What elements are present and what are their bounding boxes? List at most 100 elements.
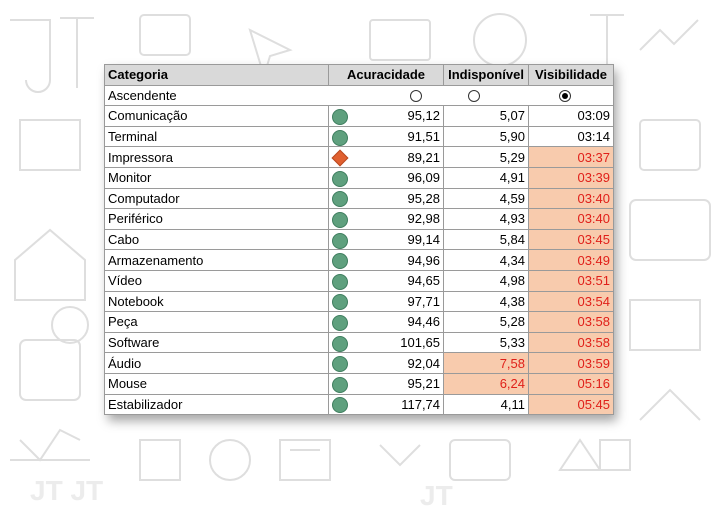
table-row: Terminal 91,51 5,90 03:14 bbox=[104, 125, 615, 148]
cell-visibility: 03:51 bbox=[528, 269, 615, 292]
sort-cell-1 bbox=[350, 85, 444, 107]
cell-visibility: 03:54 bbox=[528, 290, 615, 313]
table-row: Áudio 92,04 7,58 03:59 bbox=[104, 352, 615, 374]
cell-accuracy: 101,65 bbox=[350, 331, 445, 354]
table-body: Comunicação 95,12 5,07 03:09 Terminal 91,51 5,… bbox=[104, 105, 615, 416]
cell-unavailable: 4,59 bbox=[443, 187, 530, 210]
cell-category: Comunicação bbox=[104, 105, 329, 127]
cell-indicator bbox=[328, 352, 351, 374]
sort-row: Ascendente bbox=[104, 85, 615, 107]
cell-accuracy: 96,09 bbox=[350, 166, 445, 189]
ok-circle-icon bbox=[331, 232, 348, 249]
sort-cell-2 bbox=[443, 85, 529, 107]
cell-unavailable: 4,93 bbox=[443, 208, 530, 230]
ok-circle-icon bbox=[331, 294, 348, 311]
ok-circle-icon bbox=[331, 356, 348, 373]
table-row: Comunicação 95,12 5,07 03:09 bbox=[104, 105, 615, 127]
cell-category: Estabilizador bbox=[104, 393, 329, 416]
cell-accuracy: 99,14 bbox=[350, 228, 445, 251]
cell-category: Notebook bbox=[104, 290, 329, 313]
cell-accuracy: 92,98 bbox=[350, 208, 445, 230]
table-row: Monitor 96,09 4,91 03:39 bbox=[104, 166, 615, 189]
ok-circle-icon bbox=[331, 170, 348, 187]
cell-indicator bbox=[328, 228, 351, 251]
header-visibility: Visibilidade bbox=[528, 64, 615, 86]
cell-indicator bbox=[328, 105, 351, 127]
cell-category: Áudio bbox=[104, 352, 329, 374]
cell-unavailable: 4,98 bbox=[443, 269, 530, 292]
header-category: Categoria bbox=[104, 64, 329, 86]
cell-category: Vídeo bbox=[104, 269, 329, 292]
cell-category: Peça bbox=[104, 311, 329, 333]
cell-visibility: 03:58 bbox=[528, 331, 615, 354]
cell-accuracy: 89,21 bbox=[350, 146, 445, 168]
cell-indicator bbox=[328, 331, 351, 354]
cell-accuracy: 97,71 bbox=[350, 290, 445, 313]
cell-visibility: 03:59 bbox=[528, 352, 615, 374]
cell-indicator bbox=[328, 311, 351, 333]
sort-radio-visibility[interactable] bbox=[558, 90, 571, 103]
cell-unavailable: 5,28 bbox=[443, 311, 530, 333]
cell-category: Computador bbox=[104, 187, 329, 210]
cell-accuracy: 95,12 bbox=[350, 105, 445, 127]
ok-circle-icon bbox=[331, 109, 348, 126]
table-row: Impressora 89,21 5,29 03:37 bbox=[104, 146, 615, 168]
cell-visibility: 03:14 bbox=[528, 125, 615, 148]
table-row: Vídeo 94,65 4,98 03:51 bbox=[104, 269, 615, 292]
cell-unavailable: 5,33 bbox=[443, 331, 530, 354]
ok-circle-icon bbox=[331, 314, 348, 331]
table-row: Periférico 92,98 4,93 03:40 bbox=[104, 208, 615, 230]
cell-category: Software bbox=[104, 331, 329, 354]
cell-accuracy: 95,21 bbox=[350, 372, 445, 395]
ok-circle-icon bbox=[331, 273, 348, 290]
table-row: Mouse 95,21 6,24 05:16 bbox=[104, 372, 615, 395]
table-row: Armazenamento 94,96 4,34 03:49 bbox=[104, 249, 615, 271]
ok-circle-icon bbox=[331, 212, 348, 229]
cell-visibility: 03:40 bbox=[528, 208, 615, 230]
cell-visibility: 03:45 bbox=[528, 228, 615, 251]
table-row: Estabilizador 117,74 4,11 05:45 bbox=[104, 393, 615, 416]
svg-text:JT: JT bbox=[420, 480, 453, 511]
table-row: Computador 95,28 4,59 03:40 bbox=[104, 187, 615, 210]
cell-unavailable: 4,34 bbox=[443, 249, 530, 271]
cell-indicator bbox=[328, 393, 351, 416]
ok-circle-icon bbox=[331, 397, 348, 414]
table-row: Cabo 99,14 5,84 03:45 bbox=[104, 228, 615, 251]
ok-circle-icon bbox=[331, 253, 348, 270]
cell-visibility: 03:09 bbox=[528, 105, 615, 127]
cell-unavailable: 5,84 bbox=[443, 228, 530, 251]
header-unavailable: Indisponível bbox=[443, 64, 530, 86]
cell-indicator bbox=[328, 290, 351, 313]
cell-accuracy: 95,28 bbox=[350, 187, 445, 210]
cell-category: Terminal bbox=[104, 125, 329, 148]
data-table-container: Ascendente Categoria Acuracidade Indispo… bbox=[104, 64, 615, 416]
cell-category: Armazenamento bbox=[104, 249, 329, 271]
ranking-table: Ascendente Categoria Acuracidade Indispo… bbox=[104, 64, 615, 416]
cell-category: Periférico bbox=[104, 208, 329, 230]
ok-circle-icon bbox=[331, 129, 348, 146]
table-row: Notebook 97,71 4,38 03:54 bbox=[104, 290, 615, 313]
cell-indicator bbox=[328, 372, 351, 395]
cell-visibility: 03:58 bbox=[528, 311, 615, 333]
cell-category: Mouse bbox=[104, 372, 329, 395]
cell-unavailable: 7,58 bbox=[443, 352, 530, 374]
cell-category: Monitor bbox=[104, 166, 329, 189]
cell-indicator bbox=[328, 146, 351, 168]
cell-indicator bbox=[328, 166, 351, 189]
cell-visibility: 03:39 bbox=[528, 166, 615, 189]
cell-accuracy: 91,51 bbox=[350, 125, 445, 148]
cell-unavailable: 5,29 bbox=[443, 146, 530, 168]
cell-accuracy: 94,46 bbox=[350, 311, 445, 333]
warning-diamond-icon bbox=[331, 149, 349, 167]
cell-visibility: 03:40 bbox=[528, 187, 615, 210]
cell-visibility: 03:49 bbox=[528, 249, 615, 271]
cell-unavailable: 6,24 bbox=[443, 372, 530, 395]
sort-radio-accuracy[interactable] bbox=[409, 90, 422, 103]
header-row: Categoria Acuracidade Indisponível Visib… bbox=[104, 64, 615, 86]
cell-unavailable: 5,90 bbox=[443, 125, 530, 148]
ok-circle-icon bbox=[331, 335, 348, 352]
sort-radio-unavailable[interactable] bbox=[467, 90, 480, 103]
cell-accuracy: 117,74 bbox=[350, 393, 445, 416]
cell-visibility: 03:37 bbox=[528, 146, 615, 168]
